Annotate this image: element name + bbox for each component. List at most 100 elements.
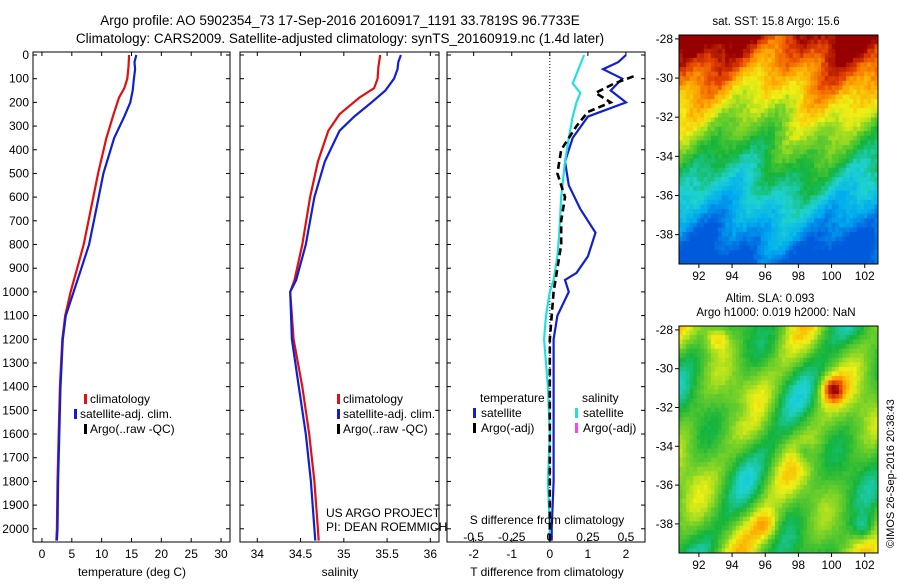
- map-cell: [690, 218, 694, 223]
- map-cell: [803, 458, 807, 463]
- map-cell: [700, 331, 704, 336]
- map-cell: [796, 340, 800, 345]
- map-cell: [796, 172, 800, 177]
- map-cell: [842, 335, 846, 340]
- map-cell: [707, 154, 711, 159]
- map-cell: [757, 154, 761, 159]
- map-cell: [739, 426, 743, 431]
- map-cell: [814, 218, 818, 223]
- map-cell: [739, 72, 743, 77]
- map-cell: [757, 471, 761, 476]
- map-cell: [683, 168, 687, 173]
- map-cell: [864, 340, 868, 345]
- map-cell: [739, 335, 743, 340]
- map-cell: [686, 204, 690, 209]
- map-cell: [825, 385, 829, 390]
- map-cell: [764, 403, 768, 408]
- map-cell: [846, 440, 850, 445]
- map-cell: [704, 440, 708, 445]
- map-cell: [718, 35, 722, 40]
- map-cell: [761, 408, 765, 413]
- map-cell: [690, 331, 694, 336]
- map-cell: [871, 394, 875, 399]
- legend-swatch-argo: [84, 424, 87, 434]
- map-cell: [736, 471, 740, 476]
- map-cell: [693, 191, 697, 196]
- map-cell: [818, 353, 822, 358]
- map-cell: [857, 444, 861, 449]
- map-cell: [853, 435, 857, 440]
- map-cell: [828, 344, 832, 349]
- map-cell: [807, 227, 811, 232]
- map-cell: [825, 349, 829, 354]
- map-cell: [775, 44, 779, 49]
- map-cell: [679, 131, 683, 136]
- map-cell: [683, 104, 687, 109]
- map-cell: [718, 182, 722, 187]
- map-cell: [768, 177, 772, 182]
- map-cell: [779, 223, 783, 228]
- map-cell: [690, 150, 694, 155]
- map-cell: [686, 163, 690, 168]
- map-cell: [839, 127, 843, 132]
- map-cell: [782, 335, 786, 340]
- map-cell: [736, 250, 740, 255]
- map-cell: [768, 81, 772, 86]
- map-cell: [786, 49, 790, 54]
- map-cell: [722, 191, 726, 196]
- map-cell: [775, 449, 779, 454]
- map-cell: [757, 385, 761, 390]
- map-cell: [832, 380, 836, 385]
- map-cell: [732, 237, 736, 242]
- map-cell: [697, 214, 701, 219]
- map-cell: [729, 344, 733, 349]
- map-cell: [686, 76, 690, 81]
- map-cell: [761, 344, 765, 349]
- map-cell: [771, 163, 775, 168]
- map-cell: [857, 172, 861, 177]
- map-cell: [857, 421, 861, 426]
- map-cell: [860, 81, 864, 86]
- map-cell: [750, 237, 754, 242]
- map-cell: [729, 399, 733, 404]
- map-cell: [857, 99, 861, 104]
- x-tick-label: 20: [155, 547, 169, 561]
- map-cell: [757, 163, 761, 168]
- map-cell: [704, 53, 708, 58]
- map-cell: [796, 117, 800, 122]
- map-cell: [842, 117, 846, 122]
- map-cell: [718, 421, 722, 426]
- map-cell: [729, 204, 733, 209]
- map-cell: [821, 390, 825, 395]
- map-cell: [750, 358, 754, 363]
- legend-title-temperature: temperature: [480, 391, 545, 405]
- map-cell: [704, 90, 708, 95]
- map-cell: [679, 412, 683, 417]
- map-cell: [782, 241, 786, 246]
- map-cell: [732, 163, 736, 168]
- map-cell: [736, 49, 740, 54]
- map-cell: [842, 331, 846, 336]
- map-cell: [711, 223, 715, 228]
- map-cell: [750, 353, 754, 358]
- map-cell: [683, 367, 687, 372]
- map-cell: [743, 412, 747, 417]
- map-cell: [711, 241, 715, 246]
- map-cell: [818, 467, 822, 472]
- map-cell: [779, 227, 783, 232]
- map-cell: [729, 241, 733, 246]
- map-cell: [711, 49, 715, 54]
- map-cell: [857, 140, 861, 145]
- map-cell: [832, 421, 836, 426]
- map-cell: [771, 449, 775, 454]
- map-cell: [711, 471, 715, 476]
- map-cell: [860, 76, 864, 81]
- map-cell: [828, 408, 832, 413]
- map-cell: [690, 127, 694, 132]
- map-cell: [857, 227, 861, 232]
- map-cell: [739, 237, 743, 242]
- map-cell: [775, 408, 779, 413]
- map-cell: [725, 362, 729, 367]
- map-cell: [700, 362, 704, 367]
- map-cell: [853, 444, 857, 449]
